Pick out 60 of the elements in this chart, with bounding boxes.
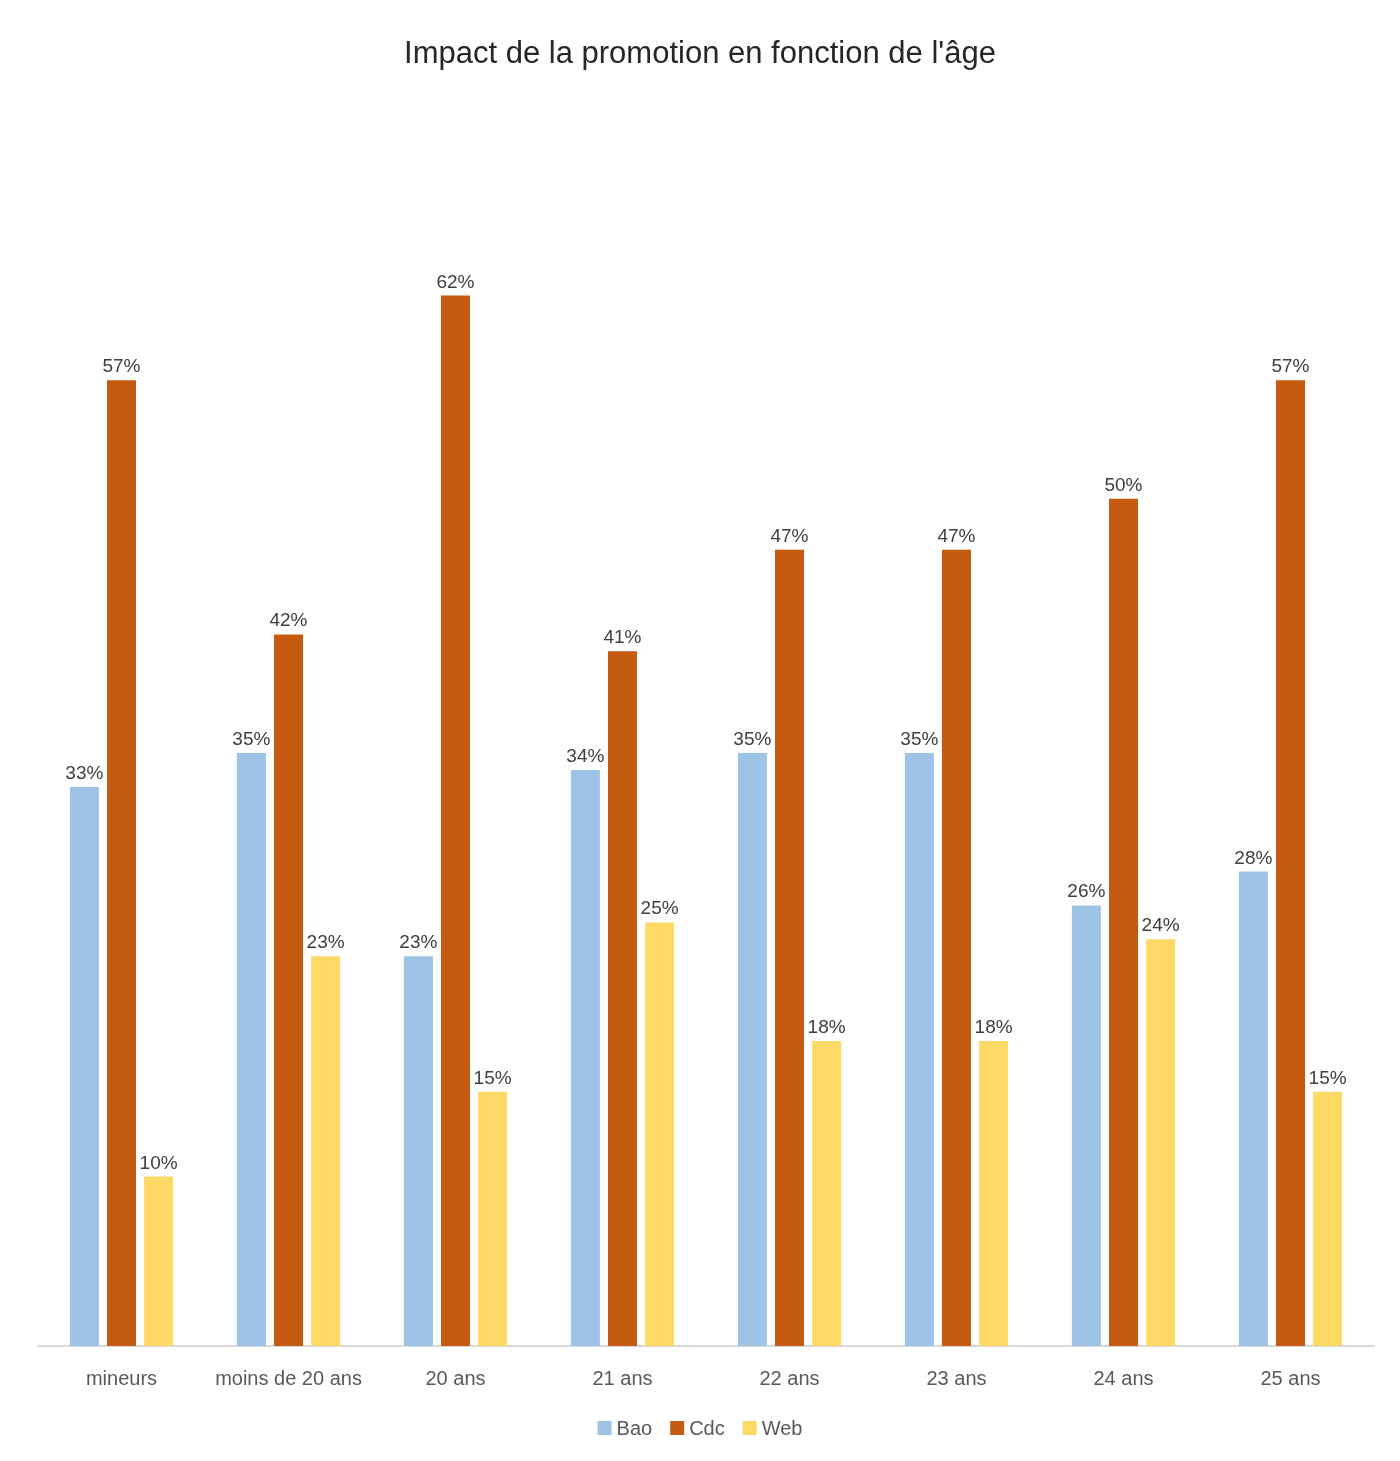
x-tick-label: 22 ans	[759, 1367, 820, 1389]
data-label: 23%	[306, 931, 345, 953]
legend-label: Bao	[616, 1417, 653, 1439]
bar	[812, 1041, 842, 1346]
data-label: 10%	[139, 1151, 178, 1173]
data-label: 18%	[807, 1016, 846, 1038]
bar	[775, 549, 804, 1346]
bar	[645, 922, 675, 1346]
bar	[236, 753, 266, 1346]
bar	[1109, 498, 1138, 1346]
data-label: 25%	[640, 897, 679, 919]
x-tick-label: 20 ans	[425, 1367, 486, 1389]
data-label: 41%	[603, 626, 642, 648]
data-label: 47%	[937, 524, 976, 546]
data-label: 33%	[65, 761, 104, 783]
bar	[979, 1041, 1009, 1346]
data-label: 15%	[1308, 1066, 1347, 1088]
legend-label: Cdc	[689, 1417, 725, 1439]
data-label: 57%	[102, 355, 141, 377]
bar	[1276, 380, 1305, 1346]
x-tick-label: moins de 20 ans	[215, 1367, 362, 1389]
bar	[441, 295, 470, 1346]
bar	[1071, 905, 1101, 1346]
bar	[274, 634, 303, 1346]
data-label: 34%	[566, 744, 605, 766]
data-label: 18%	[974, 1016, 1013, 1038]
data-label: 35%	[733, 728, 772, 749]
data-label: 35%	[232, 728, 271, 749]
bar	[311, 956, 341, 1346]
bar	[904, 753, 934, 1346]
data-label: 35%	[900, 728, 939, 749]
data-label: 23%	[399, 931, 438, 953]
data-label: 26%	[1067, 880, 1106, 902]
bar	[69, 786, 99, 1346]
x-tick-label: 24 ans	[1093, 1367, 1154, 1389]
bar	[144, 1176, 174, 1346]
bar	[737, 753, 767, 1346]
data-label: 42%	[269, 609, 308, 631]
bar	[942, 549, 971, 1346]
data-label: 15%	[473, 1066, 512, 1088]
bar	[478, 1091, 508, 1346]
x-tick-label: 23 ans	[926, 1367, 987, 1389]
bar	[403, 956, 433, 1346]
x-tick-label: mineurs	[85, 1367, 158, 1389]
bar	[1146, 939, 1176, 1346]
bar	[570, 769, 600, 1346]
data-label: 62%	[436, 270, 475, 292]
legend-label: Web	[761, 1417, 803, 1439]
bar	[1238, 871, 1268, 1346]
x-tick-label: 21 ans	[592, 1367, 653, 1389]
bar	[1313, 1091, 1343, 1346]
data-label: 28%	[1234, 846, 1273, 868]
data-label: 24%	[1141, 914, 1180, 936]
x-tick-label: 25 ans	[1260, 1367, 1321, 1389]
chart-title: Impact de la promotion en fonction de l'âge	[404, 35, 996, 70]
data-label: 57%	[1271, 355, 1310, 377]
data-label: 50%	[1104, 473, 1143, 495]
bar	[107, 380, 136, 1346]
data-label: 47%	[770, 524, 809, 546]
bar	[608, 651, 637, 1346]
